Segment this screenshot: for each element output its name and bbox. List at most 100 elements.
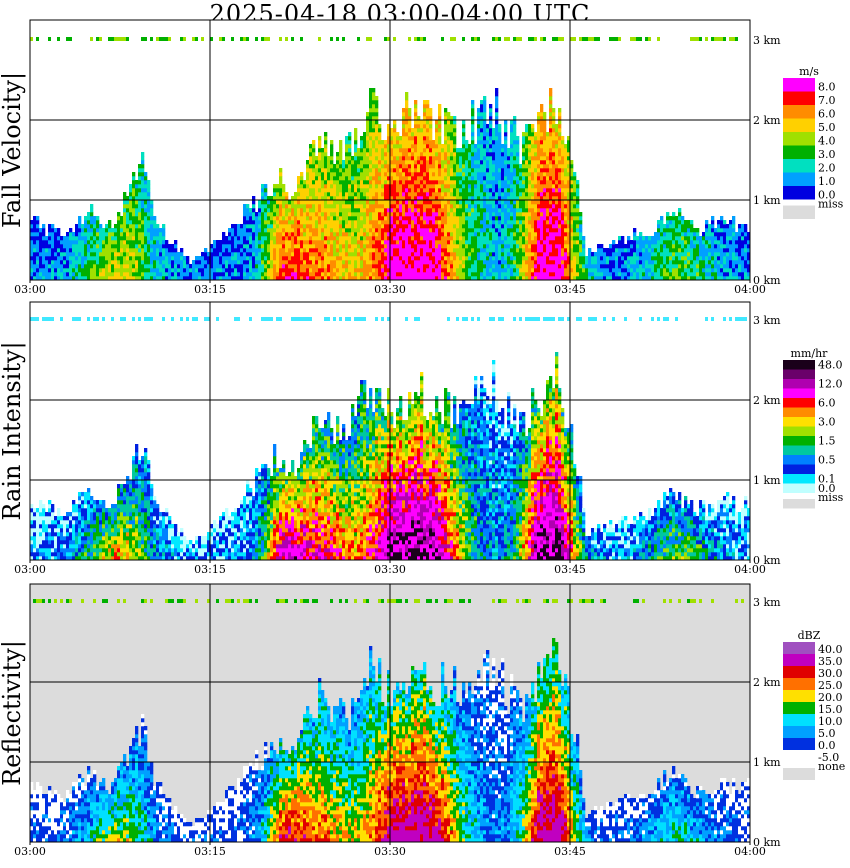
heatmap-cell	[399, 240, 403, 245]
heatmap-cell	[312, 176, 316, 181]
heatmap-cell	[327, 168, 331, 173]
heatmap-cell	[396, 240, 400, 245]
heatmap-cell	[567, 156, 571, 161]
heatmap-cell	[408, 124, 412, 129]
heatmap-cell	[468, 204, 472, 209]
heatmap-cell	[285, 264, 289, 269]
heatmap-cell	[456, 156, 460, 161]
heatmap-cell	[483, 152, 487, 157]
heatmap-cell	[387, 196, 391, 201]
heatmap-cell	[345, 276, 349, 281]
heatmap-cell	[81, 248, 85, 253]
heatmap-cell	[219, 260, 223, 265]
heatmap-cell	[270, 276, 274, 281]
heatmap-cell	[243, 37, 246, 41]
heatmap-cell	[69, 260, 73, 265]
heatmap-cell	[516, 200, 520, 205]
heatmap-cell	[438, 136, 442, 141]
heatmap-cell	[333, 196, 337, 201]
heatmap-cell	[447, 120, 451, 125]
heatmap-cell	[522, 276, 526, 281]
heatmap-cell	[525, 136, 529, 141]
heatmap-cell	[348, 276, 352, 281]
heatmap-cell	[447, 188, 451, 193]
heatmap-cell	[138, 276, 142, 281]
heatmap-cell	[354, 236, 358, 241]
heatmap-cell	[57, 240, 61, 245]
heatmap-cell	[465, 212, 469, 217]
heatmap-cell	[273, 264, 277, 269]
heatmap-cell	[333, 224, 337, 229]
heatmap-cell	[546, 188, 550, 193]
heatmap-cell	[450, 152, 454, 157]
heatmap-cell	[336, 248, 340, 253]
heatmap-cell	[537, 272, 541, 277]
heatmap-cell	[552, 228, 556, 233]
heatmap-cell	[492, 272, 496, 277]
heatmap-cell	[471, 232, 475, 237]
heatmap-cell	[408, 37, 411, 41]
heatmap-cell	[318, 212, 322, 217]
heatmap-cell	[516, 180, 520, 185]
heatmap-cell	[423, 124, 427, 129]
heatmap-cell	[453, 220, 457, 225]
heatmap-cell	[522, 196, 526, 201]
heatmap-cell	[144, 212, 148, 217]
heatmap-cell	[60, 248, 64, 253]
heatmap-cell	[156, 248, 160, 253]
heatmap-cell	[249, 272, 253, 277]
heatmap-cell	[516, 176, 520, 181]
heatmap-cell	[249, 276, 253, 281]
heatmap-cell	[153, 244, 157, 249]
heatmap-cell	[477, 128, 481, 133]
heatmap-cell	[561, 164, 565, 169]
heatmap-cell	[414, 108, 418, 113]
heatmap-cell	[66, 276, 70, 281]
heatmap-cell	[372, 156, 376, 161]
heatmap-cell	[114, 224, 118, 229]
heatmap-cell	[408, 192, 412, 197]
heatmap-cell	[552, 164, 556, 169]
heatmap-cell	[330, 196, 334, 201]
heatmap-cell	[501, 188, 505, 193]
heatmap-cell	[342, 228, 346, 233]
heatmap-cell	[282, 212, 286, 217]
heatmap-cell	[255, 244, 259, 249]
heatmap-cell	[390, 184, 394, 189]
heatmap-cell	[306, 180, 310, 185]
heatmap-cell	[357, 37, 360, 41]
heatmap-cell	[147, 216, 151, 221]
heatmap-cell	[357, 152, 361, 157]
heatmap-cell	[270, 212, 274, 217]
heatmap-cell	[408, 252, 412, 257]
heatmap-cell	[366, 140, 370, 145]
heatmap-cell	[261, 240, 265, 245]
heatmap-cell	[366, 196, 370, 201]
heatmap-cell	[489, 152, 493, 157]
heatmap-cell	[213, 272, 217, 277]
heatmap-cell	[261, 212, 265, 217]
heatmap-cell	[387, 164, 391, 169]
heatmap-cell	[294, 240, 298, 245]
heatmap-cell	[396, 228, 400, 233]
heatmap-cell	[573, 268, 577, 273]
heatmap-cell	[30, 220, 34, 225]
heatmap-cell	[396, 204, 400, 209]
heatmap-cell	[390, 140, 394, 145]
heatmap-cell	[372, 196, 376, 201]
heatmap-cell	[318, 240, 322, 245]
heatmap-cell	[402, 188, 406, 193]
heatmap-cell	[90, 212, 94, 217]
heatmap-cell	[375, 116, 379, 121]
heatmap-cell	[441, 192, 445, 197]
heatmap-cell	[564, 216, 568, 221]
heatmap-cell	[561, 136, 565, 141]
heatmap-cell	[384, 192, 388, 197]
heatmap-cell	[291, 236, 295, 241]
heatmap-cell	[534, 200, 538, 205]
heatmap-cell	[399, 164, 403, 169]
heatmap-cell	[558, 196, 562, 201]
heatmap-cell	[549, 220, 553, 225]
heatmap-cell	[123, 248, 127, 253]
heatmap-cell	[366, 228, 370, 233]
